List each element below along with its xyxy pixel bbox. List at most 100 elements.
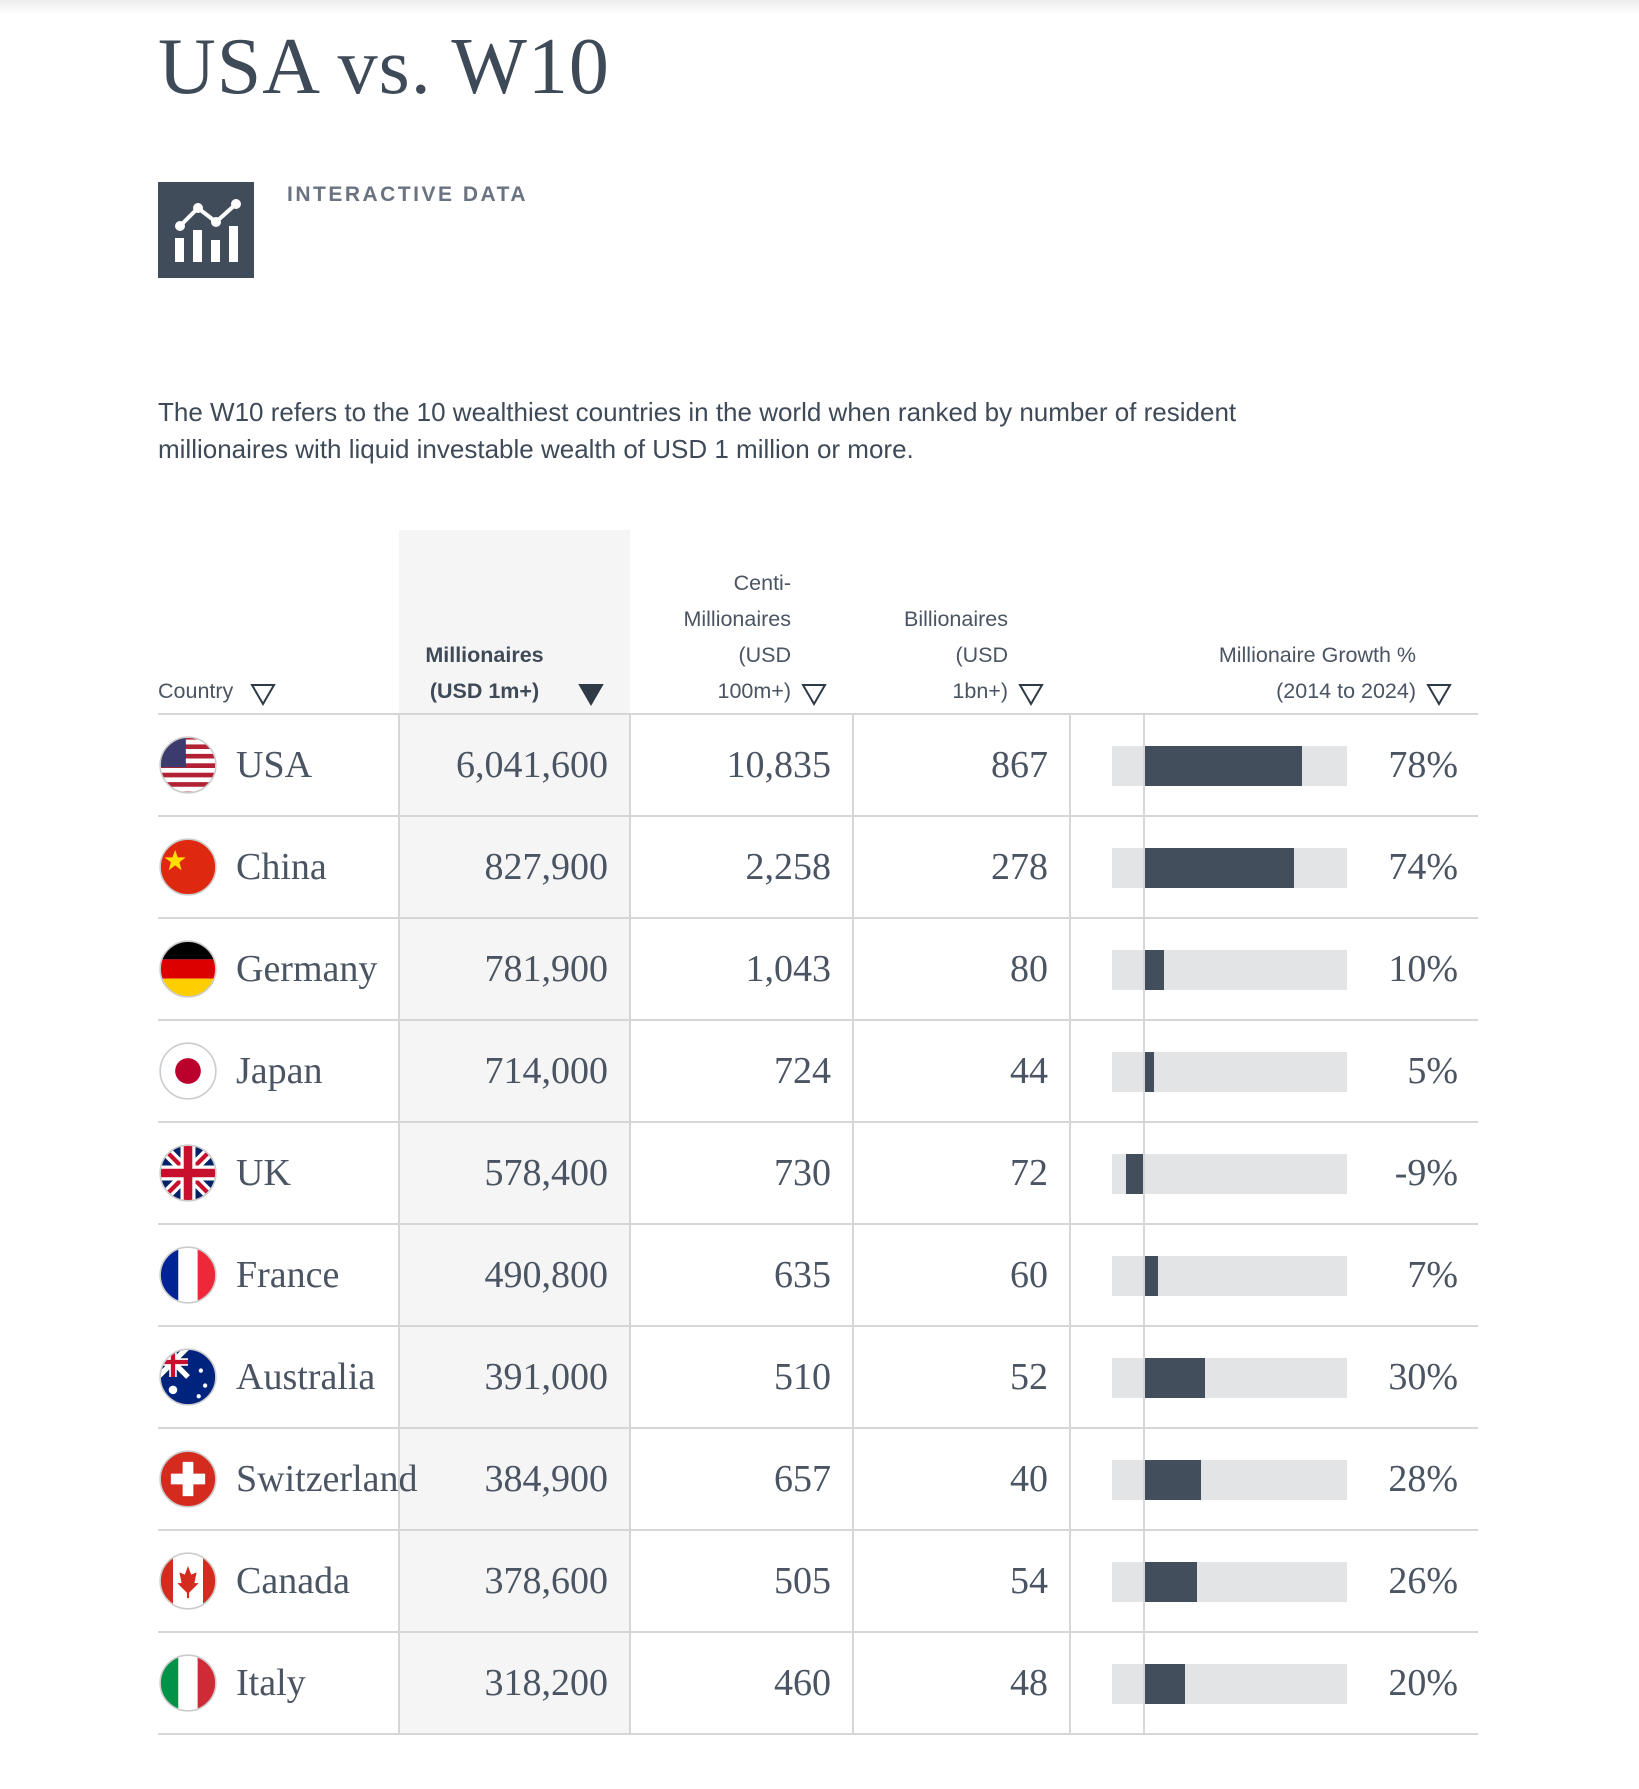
- column-header[interactable]: Millionaires (USD 1m+): [399, 530, 630, 715]
- sort-arrow[interactable]: [578, 681, 604, 706]
- header-text: (USD: [955, 643, 1008, 667]
- column-divider: [629, 715, 631, 815]
- growth-bar: [1144, 1052, 1155, 1092]
- growth-label: -9%: [1394, 1152, 1458, 1194]
- country-name: Japan: [236, 1050, 323, 1092]
- column-header[interactable]: Billionaires (USD 1bn+): [853, 530, 1070, 715]
- country-name: China: [236, 846, 327, 888]
- flag: [158, 1245, 218, 1305]
- flag: [158, 1347, 218, 1407]
- flag: [158, 735, 218, 795]
- column-divider: [398, 1633, 400, 1733]
- growth-label: 28%: [1388, 1458, 1458, 1500]
- growth-label: 74%: [1388, 846, 1458, 888]
- table-row[interactable]: Japan 714,000 724 44 5%: [158, 1021, 1478, 1123]
- header-text: Billionaires: [904, 607, 1008, 631]
- country-name: Germany: [236, 948, 378, 990]
- column-divider: [398, 919, 400, 1019]
- table-row[interactable]: Italy 318,200 460 48 20%: [158, 1633, 1478, 1735]
- growth-label: 7%: [1407, 1254, 1458, 1296]
- table-row[interactable]: USA 6,041,600 10,835 867 78%: [158, 715, 1478, 817]
- column-header[interactable]: Millionaire Growth % (2014 to 2024): [1070, 530, 1478, 715]
- section-label: INTERACTIVE DATA: [287, 183, 529, 206]
- cell-centi: 10,835: [726, 744, 832, 786]
- flag: [158, 837, 218, 897]
- column-divider: [398, 1531, 400, 1631]
- column-divider: [852, 817, 854, 917]
- column-divider: [1069, 1021, 1071, 1121]
- cell-millionaires: 378,600: [484, 1560, 609, 1602]
- column-divider: [852, 919, 854, 1019]
- growth-bar: [1144, 1664, 1185, 1704]
- description: The W10 refers to the 10 wealthiest coun…: [158, 397, 1237, 464]
- top-shadow: [0, 0, 1639, 14]
- sorted-column-bg: [399, 530, 630, 1735]
- growth-bar: [1144, 746, 1303, 786]
- table-row[interactable]: Germany 781,900 1,043 80 10%: [158, 919, 1478, 1021]
- zero-line: [1143, 1123, 1145, 1223]
- column-divider: [852, 1123, 854, 1223]
- zero-line: [1143, 1531, 1145, 1631]
- table-row[interactable]: China 827,900 2,258 278 74%: [158, 817, 1478, 919]
- zero-line: [1143, 1327, 1145, 1427]
- growth-bar: [1144, 1460, 1201, 1500]
- column-divider: [852, 1327, 854, 1427]
- sort-arrow[interactable]: [250, 681, 276, 706]
- cell-centi: 510: [774, 1356, 831, 1398]
- column-divider: [629, 1633, 631, 1733]
- table-row[interactable]: Switzerland 384,900 657 40 28%: [158, 1429, 1478, 1531]
- column-divider: [852, 1021, 854, 1121]
- cell-billionaires: 80: [1010, 948, 1048, 990]
- cell-centi: 635: [774, 1254, 831, 1296]
- column-divider: [1069, 1531, 1071, 1631]
- column-divider: [629, 817, 631, 917]
- column-header[interactable]: Centi- Millionaires (USD 100m+): [630, 530, 853, 715]
- page-title: USA vs. W10: [158, 23, 610, 111]
- header-text: Millionaires: [683, 607, 791, 631]
- zero-line: [1143, 919, 1145, 1019]
- column-divider: [398, 1225, 400, 1325]
- cell-billionaires: 48: [1010, 1662, 1048, 1704]
- cell-billionaires: 52: [1010, 1356, 1048, 1398]
- sort-arrow[interactable]: [1426, 681, 1452, 706]
- growth-label: 20%: [1388, 1662, 1458, 1704]
- cell-billionaires: 60: [1010, 1254, 1048, 1296]
- cell-billionaires: 278: [991, 846, 1048, 888]
- column-divider: [629, 1021, 631, 1121]
- zero-line: [1143, 1429, 1145, 1529]
- sort-arrow[interactable]: [1018, 681, 1044, 706]
- chart-icon: [158, 182, 254, 278]
- table-row[interactable]: Australia 391,000 510 52 30%: [158, 1327, 1478, 1429]
- growth-bar: [1144, 848, 1295, 888]
- column-header[interactable]: Country: [158, 530, 399, 715]
- table-row[interactable]: France 490,800 635 60 7%: [158, 1225, 1478, 1327]
- zero-line: [1143, 715, 1145, 815]
- cell-centi: 657: [774, 1458, 831, 1500]
- cell-millionaires: 490,800: [484, 1254, 609, 1296]
- header-text: 100m+): [717, 679, 792, 703]
- cell-millionaires: 781,900: [484, 948, 609, 990]
- header-text: (USD 1m+): [429, 679, 540, 703]
- column-divider: [1069, 1429, 1071, 1529]
- table-row[interactable]: UK 578,400 730 72 -9%: [158, 1123, 1478, 1225]
- cell-millionaires: 714,000: [484, 1050, 609, 1092]
- column-divider: [852, 1429, 854, 1529]
- column-divider: [398, 715, 400, 815]
- cell-centi: 724: [774, 1050, 831, 1092]
- column-divider: [852, 715, 854, 815]
- table-row[interactable]: Canada 378,600 505 54 26%: [158, 1531, 1478, 1633]
- cell-millionaires: 827,900: [484, 846, 609, 888]
- header-text: (2014 to 2024): [1276, 679, 1416, 703]
- growth-bar: [1144, 950, 1165, 990]
- column-divider: [852, 1633, 854, 1733]
- cell-centi: 730: [774, 1152, 831, 1194]
- growth-label: 10%: [1388, 948, 1458, 990]
- growth-label: 78%: [1388, 744, 1458, 786]
- column-divider: [1069, 1633, 1071, 1733]
- header-rule: [158, 713, 1478, 715]
- growth-label: 26%: [1388, 1560, 1458, 1602]
- flag: [158, 1551, 218, 1611]
- sort-arrow[interactable]: [801, 681, 827, 706]
- zero-line: [1143, 1021, 1145, 1121]
